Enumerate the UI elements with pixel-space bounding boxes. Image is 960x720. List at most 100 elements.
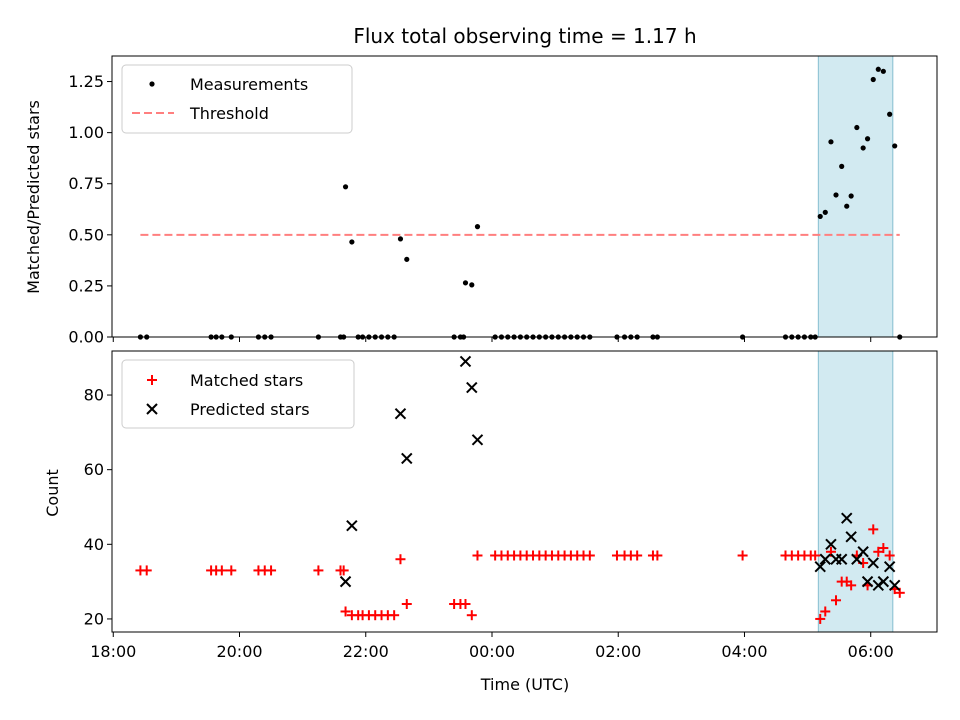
matched-star-point — [846, 580, 857, 591]
legend-matched-marker — [147, 375, 157, 385]
measurement-point — [848, 193, 854, 199]
x-tick-label: 06:00 — [848, 642, 894, 661]
x-tick-label: 18:00 — [90, 642, 136, 661]
matched-star-point — [884, 550, 895, 561]
y-tick-label: 1.25 — [68, 72, 104, 91]
top-legend: Measurements Threshold — [121, 64, 353, 134]
predicted-star-point — [889, 579, 901, 592]
x-axis-label: Time (UTC) — [480, 675, 569, 694]
x-tick-label: 02:00 — [595, 642, 641, 661]
measurement-point — [828, 139, 834, 145]
predicted-star-point — [459, 355, 472, 368]
x-tick-label: 22:00 — [343, 642, 389, 661]
y-tick-label: 60 — [84, 460, 104, 479]
legend-predicted-label: Predicted stars — [190, 400, 310, 419]
matched-star-point — [652, 550, 663, 561]
measurement-point — [349, 239, 355, 245]
predicted-star-point — [841, 512, 853, 524]
predicted-star-point — [845, 531, 857, 543]
matched-star-point — [868, 524, 879, 535]
measurement-point — [880, 68, 886, 74]
predicted-star-point — [861, 575, 874, 588]
matched-star-point — [878, 543, 889, 554]
measurement-point — [342, 184, 349, 190]
predicted-star-point — [883, 560, 896, 573]
predicted-star-point — [471, 434, 484, 446]
bottom-x-ticks: 18:00 20:00 22:00 00:00 02:00 04:00 06:00 — [90, 632, 894, 661]
top-y-ticks: 0.00 0.25 0.50 0.75 1.00 1.25 — [68, 72, 112, 347]
measurement-point — [817, 213, 823, 220]
y-tick-label: 0.25 — [68, 276, 104, 295]
legend-matched-label: Matched stars — [190, 371, 303, 390]
matched-star-point — [810, 550, 821, 561]
legend-predicted-marker — [146, 403, 158, 415]
x-tick-label: 04:00 — [721, 642, 767, 661]
bottom-axes-frame — [111, 350, 938, 633]
bottom-legend-box — [121, 359, 355, 429]
top-y-axis-label: Matched/Predicted stars — [24, 100, 43, 294]
matched-star-point — [460, 599, 471, 610]
x-tick-label: 00:00 — [469, 642, 515, 661]
y-tick-label: 80 — [84, 386, 104, 405]
measurement-point — [474, 224, 481, 230]
predicted-star-point — [867, 557, 879, 569]
predicted-star-point — [466, 381, 478, 394]
matched-star-point — [831, 595, 842, 606]
measurement-point — [397, 236, 404, 242]
top-x-ticks — [112, 337, 872, 342]
legend-measurements-label: Measurements — [190, 75, 308, 94]
predicted-star-point — [814, 560, 826, 573]
matched-star-point — [141, 565, 152, 576]
matched-star-point — [338, 565, 349, 576]
y-tick-label: 0.75 — [68, 174, 104, 193]
top-panel: 0.00 0.25 0.50 0.75 1.00 1.25 Matched/Predict… — [24, 55, 938, 347]
legend-measurements-marker — [149, 81, 155, 87]
measurement-point — [833, 192, 839, 198]
y-tick-label: 0.50 — [68, 225, 104, 244]
matched-star-point — [820, 606, 831, 617]
predicted-star-point — [825, 538, 837, 551]
matched-star-point — [401, 599, 412, 610]
predicted-star-point — [857, 546, 869, 558]
y-tick-label: 0.00 — [68, 328, 104, 347]
measurement-point — [844, 203, 850, 209]
measurement-point — [404, 256, 410, 262]
bottom-panel: 20 40 60 80 18:00 20:00 22:00 00:00 02:00 04:00 0… — [43, 350, 938, 694]
matched-star-point — [737, 550, 748, 561]
measurement-point — [892, 143, 898, 149]
top-highlight-span — [817, 55, 894, 338]
measurement-point — [864, 136, 871, 142]
matched-star-point — [389, 610, 400, 621]
y-tick-label: 1.00 — [68, 123, 104, 142]
top-axes-frame — [111, 55, 938, 338]
predicted-star-point — [394, 407, 407, 420]
measurement-point — [860, 145, 866, 151]
predicted-star-point — [819, 553, 831, 565]
legend-threshold-label: Threshold — [189, 104, 269, 123]
predicted-star-point — [835, 553, 848, 565]
measurement-point — [822, 209, 828, 215]
matched-star-point — [313, 565, 324, 576]
top-series — [137, 66, 903, 340]
matched-star-point — [815, 613, 826, 624]
bottom-series — [135, 355, 905, 624]
chart-title: Flux total observing time = 1.17 h — [353, 24, 696, 48]
measurement-point — [875, 66, 881, 72]
predicted-star-point — [346, 519, 358, 532]
bottom-y-axis-label: Count — [43, 469, 62, 517]
measurement-point — [870, 76, 876, 83]
measurement-point — [887, 111, 893, 117]
matched-star-point — [873, 546, 884, 557]
measurement-point — [469, 282, 475, 288]
matched-star-point — [266, 565, 277, 576]
y-tick-label: 20 — [84, 609, 104, 628]
predicted-star-point — [339, 575, 352, 588]
measurement-point — [462, 280, 469, 286]
matched-star-point — [395, 554, 406, 565]
matched-star-point — [632, 550, 643, 561]
matched-star-point — [226, 565, 237, 576]
matched-star-point — [472, 550, 483, 561]
matched-star-point — [216, 565, 227, 576]
x-tick-label: 20:00 — [216, 642, 262, 661]
